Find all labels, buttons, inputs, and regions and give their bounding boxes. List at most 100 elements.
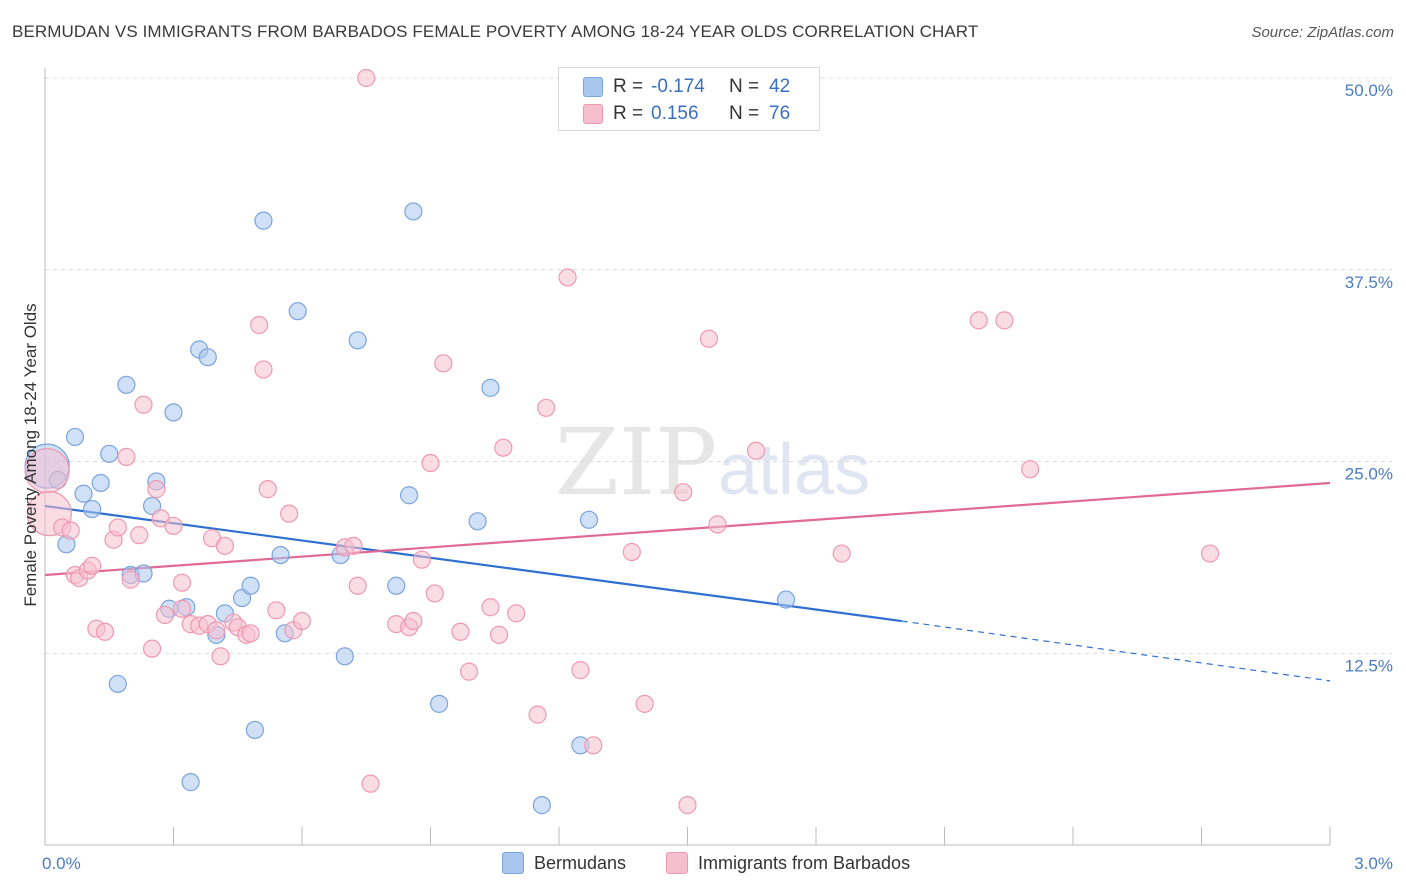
barbados-point [494,438,513,457]
barbados-trend-line [44,481,1331,577]
legend-n-value: 42 [769,76,791,97]
trend-lines [44,481,1331,682]
bermudan-point [429,694,449,713]
x-tick-label: 0.0% [42,854,81,873]
barbados-point [83,556,102,575]
bermudan-point [232,588,252,608]
data-points [24,68,1220,815]
barbados-point [584,736,603,755]
barbados-point [451,622,470,641]
barbados-point [267,601,286,620]
barbados-point [155,605,175,625]
legend-r-label: R = [613,103,644,124]
legend-r-label: R = [613,76,644,97]
barbados-point [147,480,166,499]
legend-row-bermudans: R = -0.174 N = 42 [583,74,790,100]
barbados-point [292,611,312,631]
barbados-point [142,639,162,658]
x-tick-label: 3.0% [1354,854,1393,873]
legend-n-label: N = [729,76,760,97]
legend-r-value: -0.174 [651,76,705,97]
bermudan-point [481,378,500,397]
barbados-point [699,329,719,348]
series-legend: Bermudans Immigrants from Barbados [0,852,1406,878]
barbados-point [61,521,80,540]
barbados-point [537,398,556,417]
barbados-point [108,518,127,537]
barbados-point [678,796,697,815]
bermudan-point [100,444,119,463]
barbados-point [1200,544,1220,563]
bermudan-point [142,496,162,516]
watermark-zip: ZIP [555,409,717,516]
barbados-point [95,622,115,641]
barbados-point [674,483,693,502]
bermudan-point [198,348,217,367]
legend-n-label: N = [729,103,760,124]
barbados-point [207,621,226,640]
barbados-point [404,611,423,631]
legend-r-value: 0.156 [651,103,699,124]
bermudan-trend-line [44,504,902,623]
barbados-point [348,576,367,595]
gridlines [45,77,1392,654]
barbados-point [134,395,153,414]
legend-swatch-bermudans [502,852,524,874]
bermudan-point [404,202,423,221]
barbados-point [164,516,183,536]
barbados-point [622,542,641,562]
bermudan-point [399,486,419,505]
barbados-point [635,694,654,713]
barbados-point [421,453,440,473]
barbados-point [254,360,273,379]
bermudan-point [108,674,127,694]
bermudan-point [387,576,406,595]
y-axis-label: Female Poverty Among 18-24 Year Olds [21,303,40,606]
barbados-point [211,647,230,666]
bermudan-point [241,576,260,595]
legend-label-bermudans: Bermudans [534,852,627,873]
bermudan-point [245,720,264,740]
barbados-point [459,662,479,681]
watermark-atlas: atlas [718,430,870,510]
legend-swatch-bermudans [583,77,603,97]
bermudan-point [254,211,273,230]
bermudan-point [348,331,367,350]
barbados-point [121,570,140,589]
legend-n-value: 76 [769,103,791,124]
barbados-point [241,624,260,643]
bermudan-point [91,473,110,493]
legend-swatch-barbados [583,104,603,124]
chart-title: BERMUDAN VS IMMIGRANTS FROM BARBADOS FEM… [12,22,979,41]
barbados-point [117,447,136,466]
legend-label-barbados: Immigrants from Barbados [698,852,911,873]
bermudan-point [532,796,551,815]
legend-item-barbados: Immigrants from Barbados [666,852,910,874]
legend-row-barbados: R = 0.156 N = 76 [583,101,790,127]
bermudan-point [74,484,93,503]
barbados-point [746,441,766,460]
barbados-point [215,536,234,555]
barbados-point [412,550,432,569]
barbados-point [995,311,1014,330]
bermudan-point [335,647,354,666]
barbados-point [528,705,547,724]
barbados-point [361,774,380,793]
legend-swatch-barbados [666,852,688,874]
barbados-point [708,515,727,534]
barbados-point [481,598,500,617]
barbados-point [280,504,299,523]
source-label: Source: ZipAtlas.com [1251,24,1394,41]
barbados-point [489,625,509,644]
barbados-point [172,573,192,592]
bermudan-point [288,302,307,321]
correlation-legend: R = -0.174 N = 42 R = 0.156 N = 76 [558,67,820,131]
bermudan-point [468,512,487,531]
barbados-point [558,268,577,287]
bermudan-point [83,499,102,519]
bermudan-point [65,427,85,447]
bermudan-point [117,375,136,394]
bermudan-trend-extension [901,620,1331,682]
bermudan-point [181,773,200,792]
y-tick-label: 37.5% [1345,273,1393,292]
